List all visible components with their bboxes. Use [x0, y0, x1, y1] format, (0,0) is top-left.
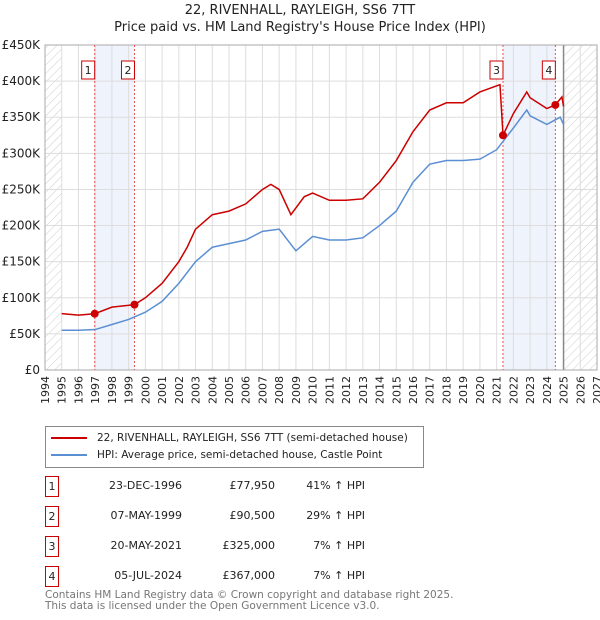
x-tick-label: 2025 [558, 376, 571, 404]
x-tick-label: 2010 [307, 376, 320, 404]
sale-price: £367,000 [222, 569, 276, 582]
footer-line: Contains HM Land Registry data © Crown c… [45, 589, 454, 601]
x-tick-label: 2015 [390, 376, 403, 404]
x-tick-label: 1997 [89, 376, 102, 404]
sale-label-box [489, 60, 504, 80]
x-tick-label: 2014 [374, 376, 387, 404]
footer-line: This data is licensed under the Open Gov… [45, 600, 380, 612]
sale-point [90, 309, 99, 318]
x-tick-label: 2002 [173, 376, 186, 404]
x-tick-label: 1998 [106, 376, 119, 404]
sale-row: 2 07-MAY-1999 £90,500 29% ↑ HPI [45, 506, 385, 527]
x-tick-label: 2018 [440, 376, 453, 404]
sale-point [498, 131, 507, 140]
legend: 22, RIVENHALL, RAYLEIGH, SS6 7TT (semi-d… [45, 426, 424, 468]
x-tick-label: 2013 [357, 376, 370, 404]
shaded-range [94, 45, 135, 370]
sale-hpi-diff: 7% ↑ HPI [313, 569, 365, 582]
x-tick-label: 1996 [72, 376, 85, 404]
y-tick-label: £450K [2, 38, 42, 52]
x-tick-label: 2007 [256, 376, 269, 404]
x-tick-label: 1995 [56, 376, 69, 404]
sale-label-box [541, 60, 556, 80]
sale-date: 07-MAY-1999 [110, 509, 182, 522]
sale-price: £325,000 [222, 539, 276, 552]
x-tick-label: 2012 [340, 376, 353, 404]
y-tick-label: £300K [2, 146, 42, 160]
shaded-range [502, 45, 556, 370]
y-tick-label: £100K [2, 291, 42, 305]
sale-label: 4 [545, 64, 552, 77]
x-tick-label: 2005 [223, 376, 236, 404]
x-tick-label: 1999 [123, 376, 136, 404]
sale-marker-badge: 4 [45, 566, 59, 587]
y-tick-label: £0 [25, 363, 40, 377]
sale-label: 2 [124, 64, 131, 77]
sale-marker-badge: 3 [45, 536, 59, 557]
sale-marker-badge: 1 [45, 476, 59, 497]
x-tick-label: 2000 [139, 376, 152, 404]
x-tick-label: 2011 [323, 376, 336, 404]
sale-price: £90,500 [229, 509, 276, 522]
y-tick-label: £250K [2, 182, 42, 196]
sale-date: 20-MAY-2021 [110, 539, 182, 552]
x-tick-label: 2022 [507, 376, 520, 404]
x-tick-label: 2021 [491, 376, 504, 404]
x-tick-label: 2020 [474, 376, 487, 404]
y-tick-label: £150K [2, 255, 42, 269]
hpi-line [61, 108, 565, 332]
y-tick-label: £350K [2, 110, 42, 124]
x-tick-label: 2009 [290, 376, 303, 404]
x-tick-label: 2024 [541, 376, 554, 404]
price-chart: 1994 1995 1996 1997 1998 1999 2000 2001 2002 2003… [2, 38, 600, 404]
hatched-range [45, 45, 62, 370]
sale-label-box [120, 60, 135, 80]
sale-point [551, 100, 560, 109]
sale-point [130, 300, 139, 309]
x-tick-label: 1994 [39, 376, 52, 404]
sale-date: 23-DEC-1996 [108, 479, 182, 492]
sale-price: £77,950 [229, 479, 276, 492]
y-tick-label: £50K [9, 327, 41, 341]
sale-row: 4 05-JUL-2024 £367,000 7% ↑ HPI [45, 566, 385, 587]
x-tick-label: 2016 [407, 376, 420, 404]
x-tick-label: 2023 [524, 376, 537, 404]
property-price-line [61, 83, 565, 316]
legend-swatch-blue [51, 454, 87, 456]
x-tick-label: 2003 [190, 376, 203, 404]
y-tick-label: £200K [2, 219, 42, 233]
sale-label: 1 [85, 64, 92, 77]
legend-swatch-red [51, 437, 87, 439]
x-tick-label: 2027 [591, 376, 600, 404]
footer: Contains HM Land Registry data © Crown c… [45, 590, 453, 612]
sale-hpi-diff: 7% ↑ HPI [313, 539, 365, 552]
sale-date: 05-JUL-2024 [114, 569, 182, 582]
x-tick-label: 2004 [206, 376, 219, 404]
plot-frame [44, 44, 598, 371]
x-tick-label: 2019 [457, 376, 470, 404]
x-tick-label: 2008 [273, 376, 286, 404]
x-tick-label: 2006 [240, 376, 253, 404]
sale-hpi-diff: 29% ↑ HPI [306, 509, 365, 522]
legend-item-hpi: HPI: Average price, semi-detached house,… [51, 449, 382, 461]
sale-row: 1 23-DEC-1996 £77,950 41% ↑ HPI [45, 476, 385, 497]
chart-subtitle: Price paid vs. HM Land Registry's House … [114, 20, 486, 35]
sale-label-box [81, 60, 96, 80]
legend-label: HPI: Average price, semi-detached house,… [97, 449, 383, 461]
chart-title: 22, RIVENHALL, RAYLEIGH, SS6 7TT [184, 3, 416, 18]
sale-row: 3 20-MAY-2021 £325,000 7% ↑ HPI [45, 536, 385, 557]
legend-label: 22, RIVENHALL, RAYLEIGH, SS6 7TT (semi-d… [97, 432, 408, 444]
y-tick-label: £400K [2, 74, 42, 88]
x-tick-label: 2001 [156, 376, 169, 404]
sale-label: 3 [493, 64, 500, 77]
x-tick-label: 2026 [574, 376, 587, 404]
x-tick-label: 2017 [424, 376, 437, 404]
sale-marker-badge: 2 [45, 506, 59, 527]
sale-hpi-diff: 41% ↑ HPI [306, 479, 365, 492]
legend-item-property: 22, RIVENHALL, RAYLEIGH, SS6 7TT (semi-d… [51, 432, 408, 444]
